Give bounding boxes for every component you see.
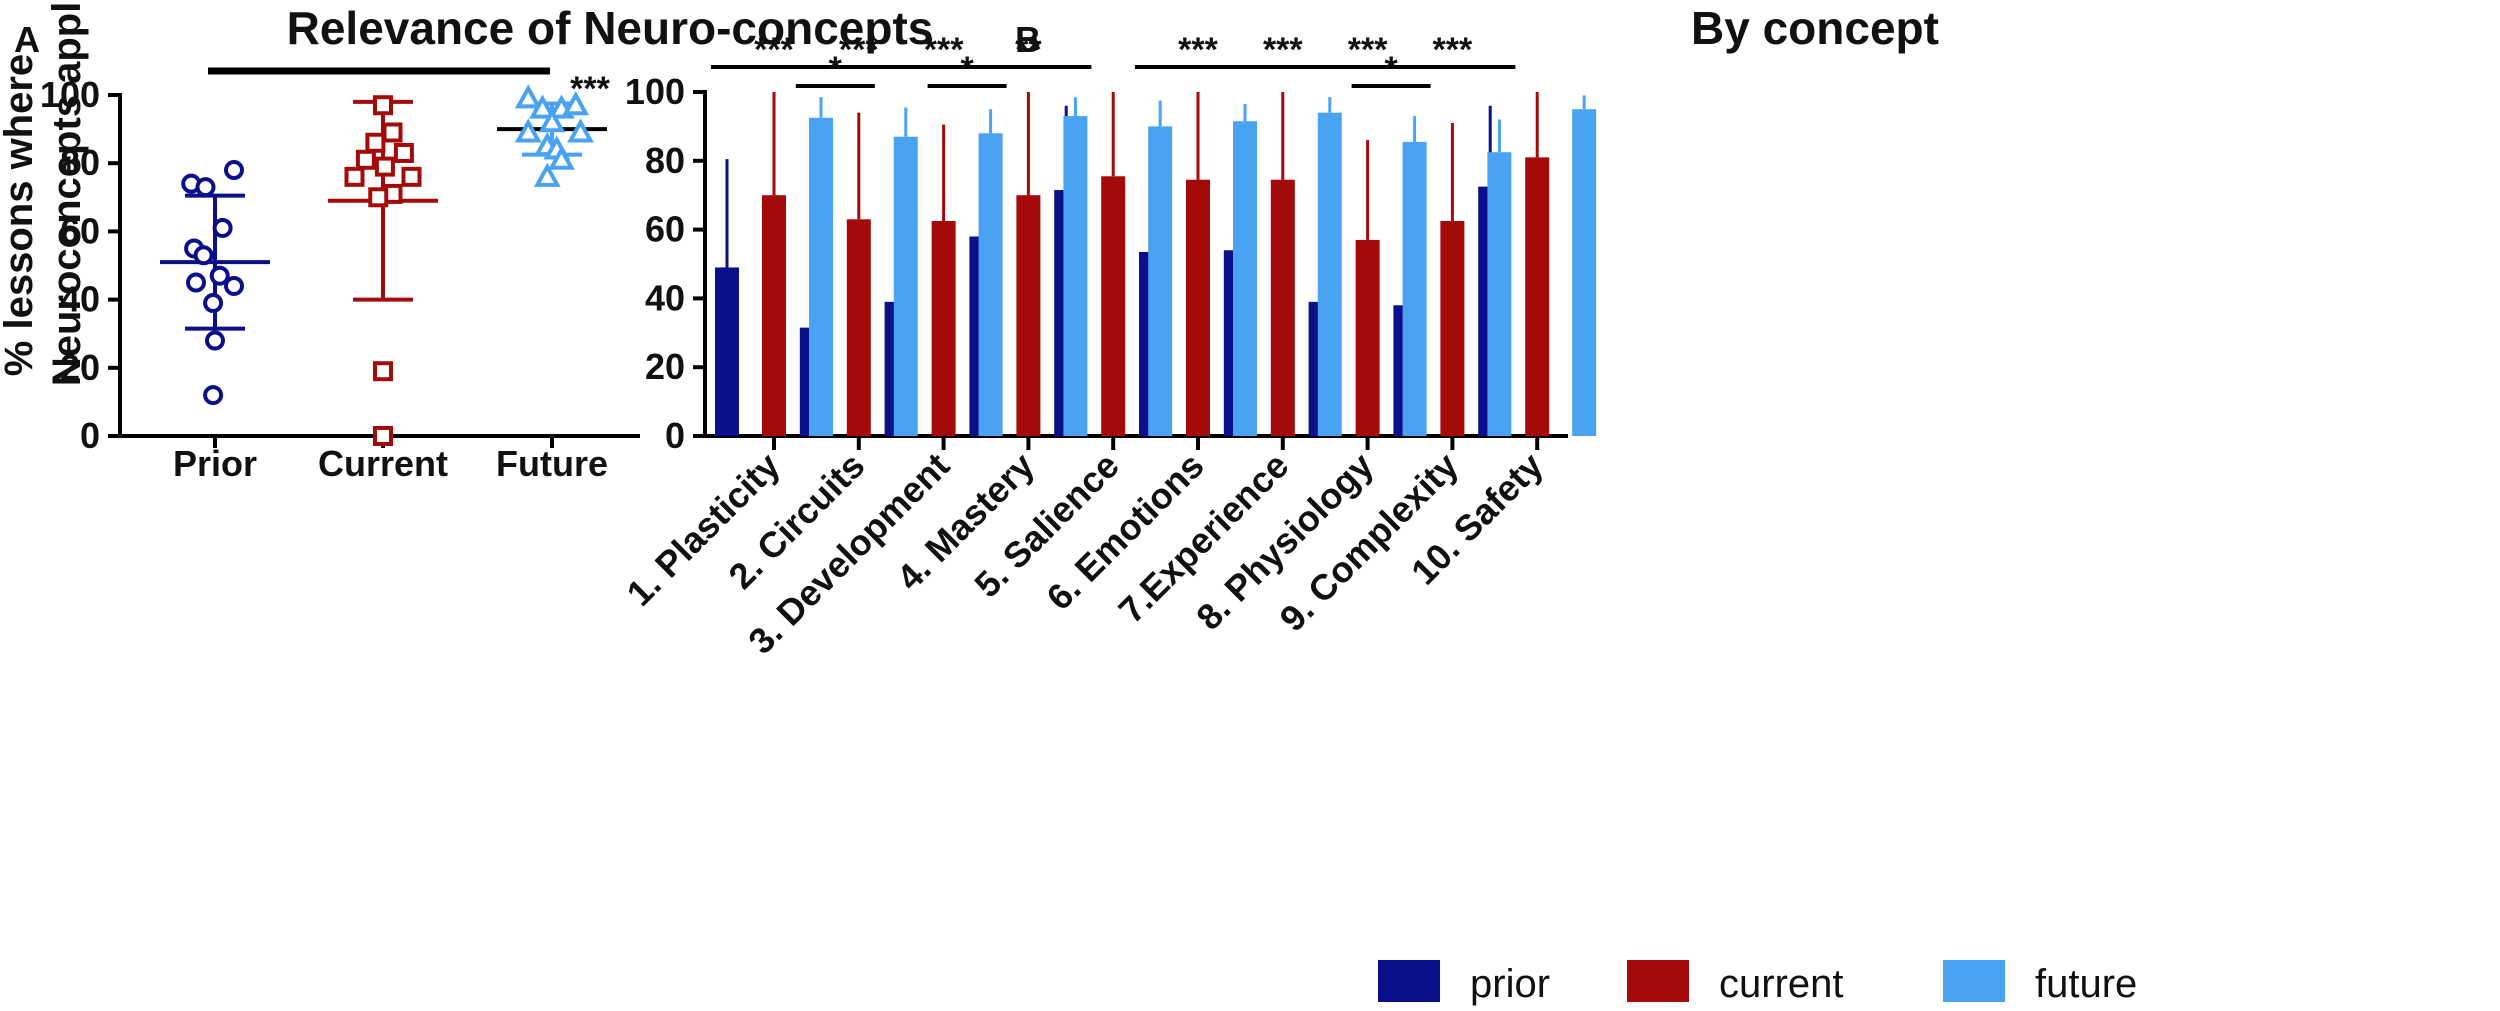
bar-future bbox=[893, 136, 918, 436]
panel-b-y-tick-label: 40 bbox=[645, 277, 685, 318]
data-point bbox=[368, 187, 389, 208]
panel-a-group-future bbox=[497, 84, 607, 187]
panel-b-y-tick-label: 20 bbox=[645, 346, 685, 387]
data-point bbox=[514, 118, 542, 143]
bar-future bbox=[978, 133, 1003, 436]
bar-current bbox=[1016, 195, 1041, 436]
bar-current bbox=[1270, 179, 1295, 436]
bar-future bbox=[1233, 121, 1257, 437]
data-point bbox=[205, 330, 225, 351]
panel-a-x-tick-label: Prior bbox=[173, 443, 257, 484]
bar-prior bbox=[715, 267, 739, 436]
significance-label: *** bbox=[839, 31, 879, 69]
data-point bbox=[567, 118, 594, 143]
data-point bbox=[548, 145, 575, 170]
panel-a-y-tick-label: 20 bbox=[60, 347, 100, 388]
data-point bbox=[382, 122, 403, 143]
panel-a-ylabel-line1: % lessons where bbox=[0, 54, 41, 376]
panel-a-group-current bbox=[328, 95, 438, 446]
data-point bbox=[529, 94, 556, 119]
data-point bbox=[193, 245, 214, 266]
data-point bbox=[203, 293, 224, 314]
significance-label: *** bbox=[924, 31, 964, 69]
panel-b-y-tick-label: 60 bbox=[645, 209, 685, 250]
significance-label: *** bbox=[1348, 31, 1388, 69]
panel-a-ylabel-line2: Neuroconcepts applied bbox=[45, 0, 89, 386]
data-point bbox=[344, 166, 365, 187]
bar-future bbox=[1063, 116, 1088, 436]
significance-label: *** bbox=[754, 31, 794, 69]
significance-label: * bbox=[829, 50, 843, 88]
bar-current bbox=[931, 221, 956, 436]
panel-a-y-tick-label: 100 bbox=[40, 74, 100, 115]
panel-a-y-tick-label: 0 bbox=[80, 415, 100, 456]
data-point bbox=[393, 142, 414, 163]
panel-a-plot: 0 20 40 60 80 100 Prior Current Future bbox=[40, 67, 640, 484]
panel-b-title: By concept bbox=[1691, 2, 1939, 54]
bar-future bbox=[809, 117, 833, 437]
panel-a-y-tick-label: 40 bbox=[60, 279, 100, 320]
panel-b-y-tick-label: 0 bbox=[665, 415, 685, 456]
data-point bbox=[195, 177, 216, 198]
bar-future bbox=[1402, 141, 1427, 436]
data-point bbox=[186, 272, 206, 293]
data-point bbox=[373, 95, 393, 116]
significance-label: *** bbox=[1178, 31, 1218, 69]
data-point bbox=[562, 91, 590, 116]
panel-a-y-tick-label: 80 bbox=[60, 142, 100, 183]
data-point bbox=[401, 166, 422, 187]
data-point bbox=[374, 156, 395, 177]
significance-label: *** bbox=[1433, 31, 1473, 69]
bar-current bbox=[1355, 239, 1380, 436]
legend-label-current: current bbox=[1719, 962, 1844, 1006]
panel-b-y-tick-label: 80 bbox=[645, 140, 685, 181]
panel-a-title: Relevance of Neuro-concepts bbox=[287, 2, 934, 54]
data-point bbox=[224, 275, 244, 296]
legend-swatch-current bbox=[1627, 960, 1689, 1002]
bar-future bbox=[1572, 109, 1597, 436]
bar-current bbox=[762, 195, 786, 436]
legend-swatch-prior bbox=[1378, 960, 1440, 1002]
significance-label: *** bbox=[1263, 31, 1303, 69]
legend: prior current future bbox=[1378, 960, 2137, 1006]
bar-current bbox=[1101, 176, 1126, 436]
legend-swatch-future bbox=[1943, 960, 2005, 1002]
data-point bbox=[212, 217, 233, 238]
data-point bbox=[365, 132, 386, 153]
data-point bbox=[538, 108, 566, 133]
bar-current bbox=[1186, 179, 1210, 436]
data-point bbox=[224, 160, 244, 181]
bar-future bbox=[1148, 126, 1173, 437]
legend-label-future: future bbox=[2035, 962, 2137, 1006]
panel-a-y-tick-label: 60 bbox=[60, 210, 100, 251]
panel-a-x-tick-label: Future bbox=[496, 443, 608, 484]
panel-b-letter: B bbox=[1015, 19, 1041, 60]
data-point bbox=[514, 84, 542, 109]
data-point bbox=[533, 162, 561, 187]
bar-future bbox=[1317, 112, 1342, 436]
bar-current bbox=[1440, 221, 1465, 436]
data-point bbox=[373, 361, 393, 382]
data-point bbox=[355, 149, 376, 170]
bar-current bbox=[846, 219, 871, 436]
significance-label: ** bbox=[1015, 31, 1042, 69]
panel-a-x-tick-label: Current bbox=[318, 443, 448, 484]
panel-a-letter: A bbox=[14, 19, 40, 60]
data-point bbox=[209, 265, 230, 286]
panel-a-group-prior bbox=[160, 160, 270, 406]
data-point bbox=[203, 385, 224, 406]
panel-b-y-tick-label: 100 bbox=[625, 71, 685, 112]
bar-future bbox=[1487, 152, 1512, 436]
legend-label-prior: prior bbox=[1470, 962, 1550, 1006]
data-point bbox=[373, 426, 393, 446]
bar-current bbox=[1525, 157, 1550, 437]
